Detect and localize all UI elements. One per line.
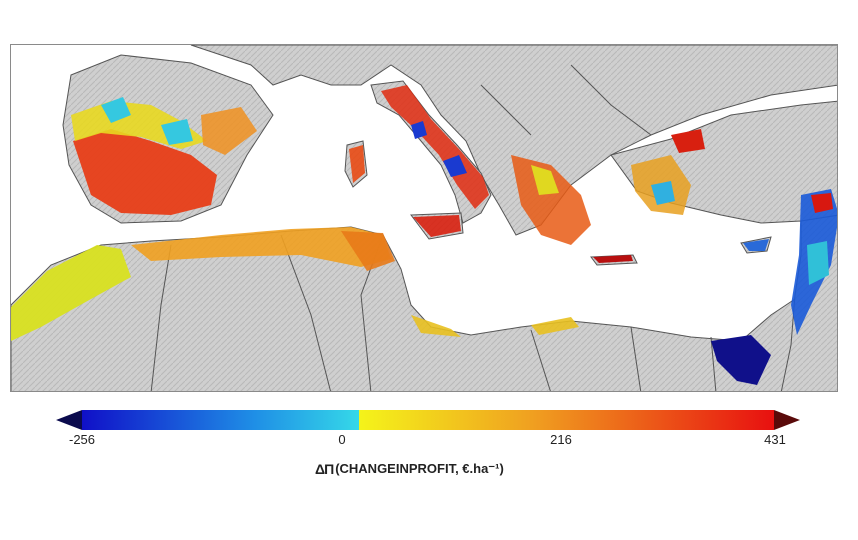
crete-profit [593,255,633,263]
greece-profit [511,155,591,245]
turkey-cyan [651,181,675,205]
sardinia-profit [349,145,365,183]
italy-profit [381,85,489,209]
sicily-profit [413,215,461,237]
iberia-cyan-patches [101,97,193,145]
italy-blue-patches [411,121,467,177]
tunisia-coast [341,231,395,271]
colorbar-zero-label: 0 [338,432,346,447]
colorbar-max-label: 431 [764,432,786,447]
colorbar-min-arrow [56,410,82,430]
colorbar-svg [56,410,800,430]
colorbar-mid-label: 216 [550,432,572,447]
cyprus-profit [743,239,769,251]
colorbar [56,408,800,432]
delta-pi-symbol: ΔΠ [315,461,334,477]
libya-coast [411,315,579,337]
colorbar-title-text: (CHANGEINPROFIT, €.ha⁻¹) [335,461,504,476]
colorbar-title: ΔΠ (CHANGEINPROFIT, €.ha⁻¹) [315,461,504,477]
greece-yellow [531,165,559,195]
colorbar-min-label: -256 [68,432,96,447]
map-svg [11,45,837,391]
algeria-coast [131,227,391,267]
mediterranean-map [10,44,838,392]
levant-mixed [807,241,829,285]
land-europe-north [190,45,837,236]
iberia-high-profit [73,129,217,215]
nile-delta-profit [711,335,771,385]
iberia-orange-patches [201,107,257,155]
colorbar-gradient [82,410,774,430]
country-borders [150,64,717,391]
colorbar-max-arrow [774,410,800,430]
turkey-red [671,129,705,153]
morocco-coast [11,245,131,341]
levant-red [811,193,833,213]
